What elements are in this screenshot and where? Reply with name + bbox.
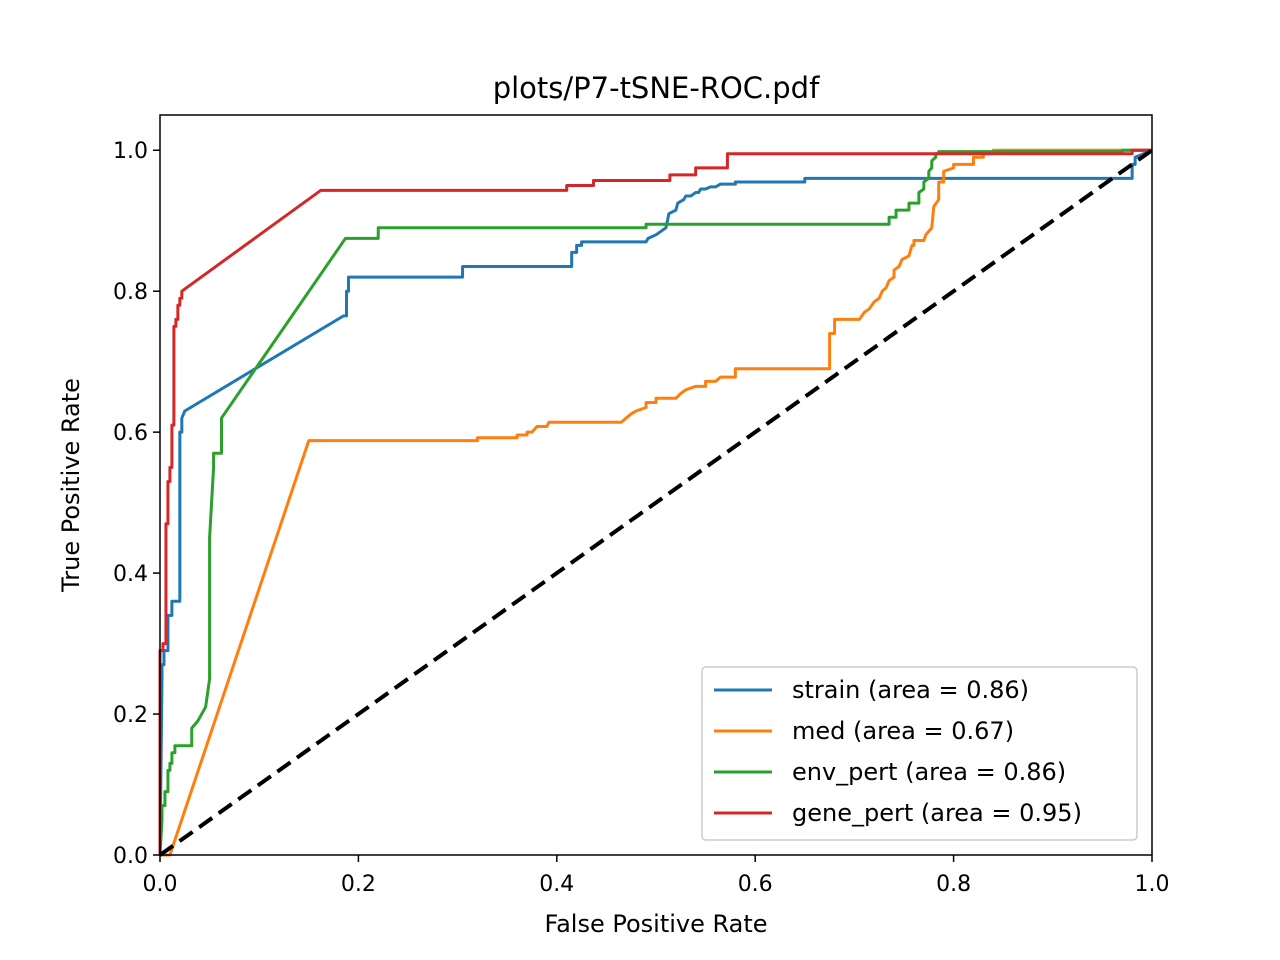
y-tick-label: 0.4 <box>113 562 148 587</box>
y-tick-label: 0.6 <box>113 421 148 446</box>
legend-label: strain (area = 0.86) <box>792 676 1029 704</box>
series-line-0 <box>158 148 1153 856</box>
axes-frame <box>159 114 1153 856</box>
x-tick-label: 0.0 <box>143 872 178 897</box>
y-axis: 0.0 0.2 0.4 0.6 0.8 1.0 <box>113 139 160 869</box>
chance-diagonal-line <box>158 148 1154 857</box>
legend-label: env_pert (area = 0.86) <box>792 758 1066 786</box>
series-line-2 <box>158 148 1152 856</box>
x-axis: 0.0 0.2 0.4 0.6 0.8 1.0 <box>143 855 1170 897</box>
y-tick-label: 0.2 <box>113 703 148 728</box>
y-tick-label: 0.0 <box>113 844 148 869</box>
chart-title: plots/P7-tSNE-ROC.pdf <box>493 71 820 105</box>
x-tick-label: 0.2 <box>341 872 376 897</box>
y-tick-label: 1.0 <box>113 139 148 164</box>
legend: strain (area = 0.86) med (area = 0.67) env… <box>701 666 1138 841</box>
x-tick-label: 0.6 <box>738 872 773 897</box>
x-axis-label: False Positive Rate <box>544 910 767 938</box>
y-axis-label: True Positive Rate <box>57 378 85 593</box>
series-line-3 <box>158 148 1152 855</box>
x-tick-label: 0.4 <box>539 872 574 897</box>
legend-box <box>701 666 1138 841</box>
x-tick-label: 1.0 <box>1135 872 1170 897</box>
y-tick-label: 0.8 <box>113 280 148 305</box>
series-line-1 <box>160 148 1152 857</box>
x-tick-label: 0.8 <box>936 872 971 897</box>
legend-label: gene_pert (area = 0.95) <box>792 799 1082 827</box>
legend-label: med (area = 0.67) <box>792 717 1014 745</box>
plot-area <box>158 114 1154 857</box>
